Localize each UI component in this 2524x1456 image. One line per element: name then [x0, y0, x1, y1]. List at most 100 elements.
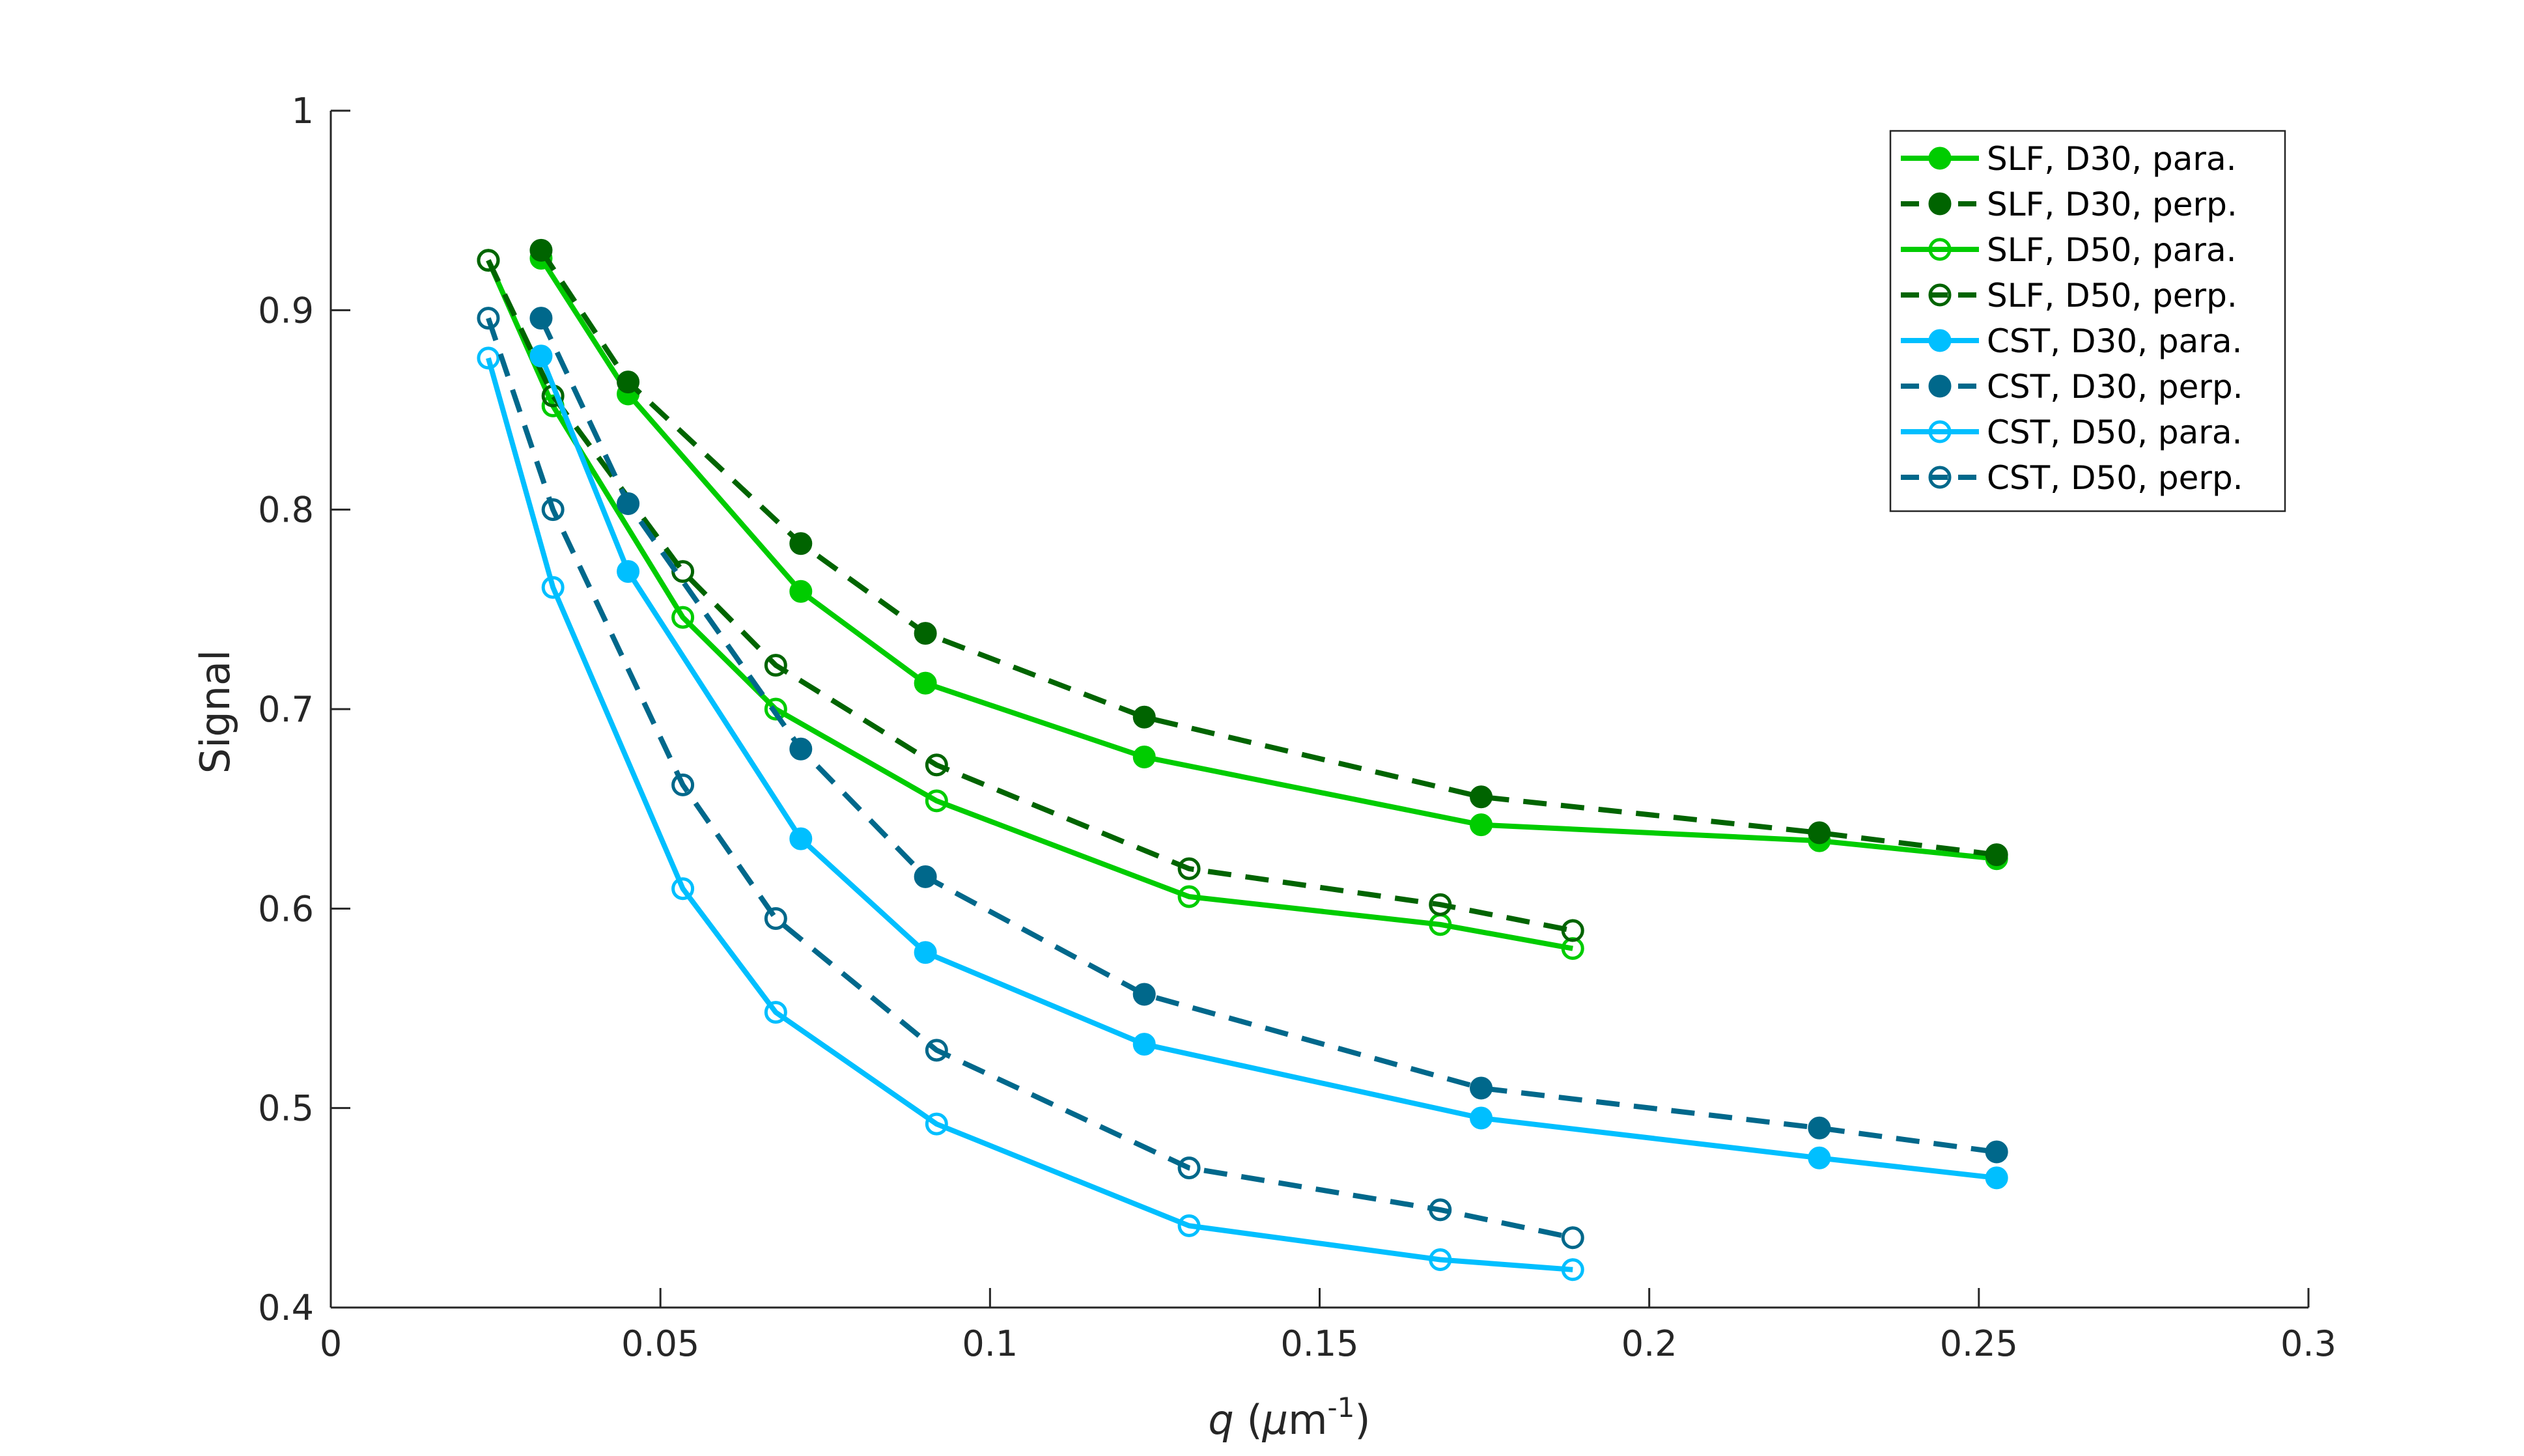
data-point: [1429, 1198, 1452, 1222]
data-point: [789, 580, 813, 603]
series-group: [477, 238, 2008, 1281]
data-point: [1132, 705, 1156, 729]
legend-label: SLF, D50, para.: [1987, 231, 2237, 269]
x-tick-label: 0.15: [1280, 1323, 1358, 1364]
data-point: [1177, 1156, 1201, 1180]
y-tick-label: 0.9: [258, 290, 314, 331]
x-tick-label: 0.2: [1621, 1323, 1677, 1364]
legend-marker: [1928, 329, 1952, 352]
x-axis-label-unit: m: [1288, 1396, 1327, 1444]
data-point: [1429, 1248, 1452, 1271]
data-point: [671, 606, 695, 629]
data-point: [925, 1039, 948, 1062]
y-tick-label: 0.5: [258, 1088, 314, 1129]
series-line: [486, 317, 1574, 1240]
series-line: [539, 257, 1997, 861]
data-point: [529, 344, 553, 368]
series-7: [477, 346, 1584, 1281]
y-tick-label: 0.7: [258, 689, 314, 730]
data-point: [1177, 857, 1201, 880]
data-point: [671, 773, 695, 796]
y-tick-label: 0.6: [258, 888, 314, 929]
series-line: [539, 249, 1997, 858]
series-line: [539, 355, 1997, 1181]
data-point: [914, 622, 937, 645]
legend-item: SLF, D50, perp.: [1901, 277, 2237, 315]
data-point: [914, 941, 937, 964]
x-tick-label: 0.1: [962, 1323, 1018, 1364]
data-point: [1808, 1116, 1831, 1140]
legend-label: SLF, D30, para.: [1987, 140, 2237, 178]
legend-item: SLF, D50, para.: [1901, 231, 2237, 269]
legend-marker: [1928, 374, 1952, 398]
legend-item: CST, D50, perp.: [1901, 459, 2243, 497]
legend-marker: [1928, 420, 1952, 443]
data-point: [1132, 746, 1156, 769]
data-point: [617, 371, 640, 394]
axes: 0 0.05 0.1 0.15 0.2 0.25 0.3 0.4 0.5 0.6 0.7 0.8 0.9…: [258, 91, 2336, 1364]
data-point: [764, 697, 787, 721]
legend-item: CST, D50, para.: [1901, 413, 2242, 451]
x-axis-label-open: (: [1234, 1396, 1263, 1444]
data-point: [477, 249, 500, 272]
data-point: [789, 532, 813, 555]
x-axis-label-exponent: -1: [1328, 1392, 1355, 1423]
x-tick-label: 0.3: [2280, 1323, 2336, 1364]
legend: SLF, D30, para. SLF, D30, perp. SLF, D50, …: [1889, 130, 2286, 512]
y-axis-label: Signal: [191, 650, 239, 774]
data-point: [1985, 1166, 2008, 1190]
y-tick-label: 1: [292, 91, 314, 132]
legend-label: CST, D50, para.: [1987, 413, 2242, 451]
data-point: [1132, 1033, 1156, 1056]
series-line: [539, 316, 1997, 1155]
series-5: [529, 344, 2008, 1190]
legend-marker: [1928, 147, 1952, 170]
x-axis-label-close: ): [1354, 1396, 1370, 1444]
data-point: [1470, 785, 1493, 809]
x-axis-label-var: q: [1208, 1396, 1233, 1444]
legend-label: CST, D50, perp.: [1987, 459, 2243, 497]
data-point: [1470, 813, 1493, 837]
legend-item: SLF, D30, perp.: [1901, 186, 2237, 223]
legend-marker: [1928, 192, 1952, 216]
data-point: [477, 346, 500, 370]
data-point: [1132, 983, 1156, 1006]
data-point: [541, 498, 565, 522]
data-point: [925, 789, 948, 813]
legend-marker: [1928, 466, 1952, 489]
series-line: [486, 259, 1573, 933]
data-point: [477, 307, 500, 330]
legend-item: CST, D30, perp.: [1901, 368, 2243, 406]
legend-marker: [1928, 238, 1952, 261]
data-point: [1561, 919, 1584, 942]
data-point: [1429, 893, 1452, 916]
legend-label: CST, D30, perp.: [1987, 368, 2243, 406]
data-point: [1985, 1140, 2008, 1164]
data-point: [1561, 1226, 1584, 1250]
legend-box: [1889, 130, 2286, 512]
data-point: [764, 907, 787, 931]
data-point: [1808, 1146, 1831, 1169]
series-line: [486, 357, 1573, 1272]
data-point: [1177, 885, 1201, 908]
y-tick-label: 0.4: [258, 1287, 314, 1328]
data-point: [1808, 821, 1831, 845]
legend-item: SLF, D30, para.: [1901, 140, 2237, 178]
data-point: [617, 492, 640, 515]
legend-label: SLF, D30, perp.: [1987, 186, 2237, 223]
data-point: [529, 238, 553, 262]
data-point: [671, 877, 695, 901]
series-6: [529, 307, 2008, 1164]
data-point: [541, 576, 565, 599]
x-tick-label: 0.05: [621, 1323, 699, 1364]
series-4: [477, 249, 1584, 942]
x-tick-label: 0.25: [1940, 1323, 2018, 1364]
x-axis-label-mu: μ: [1262, 1396, 1288, 1444]
legend-item: CST, D30, para.: [1901, 322, 2242, 360]
data-point: [617, 560, 640, 583]
data-point: [789, 737, 813, 761]
data-point: [925, 1112, 948, 1136]
data-point: [1177, 1214, 1201, 1237]
series-2: [529, 238, 2008, 867]
y-tick-label: 0.8: [258, 490, 314, 531]
